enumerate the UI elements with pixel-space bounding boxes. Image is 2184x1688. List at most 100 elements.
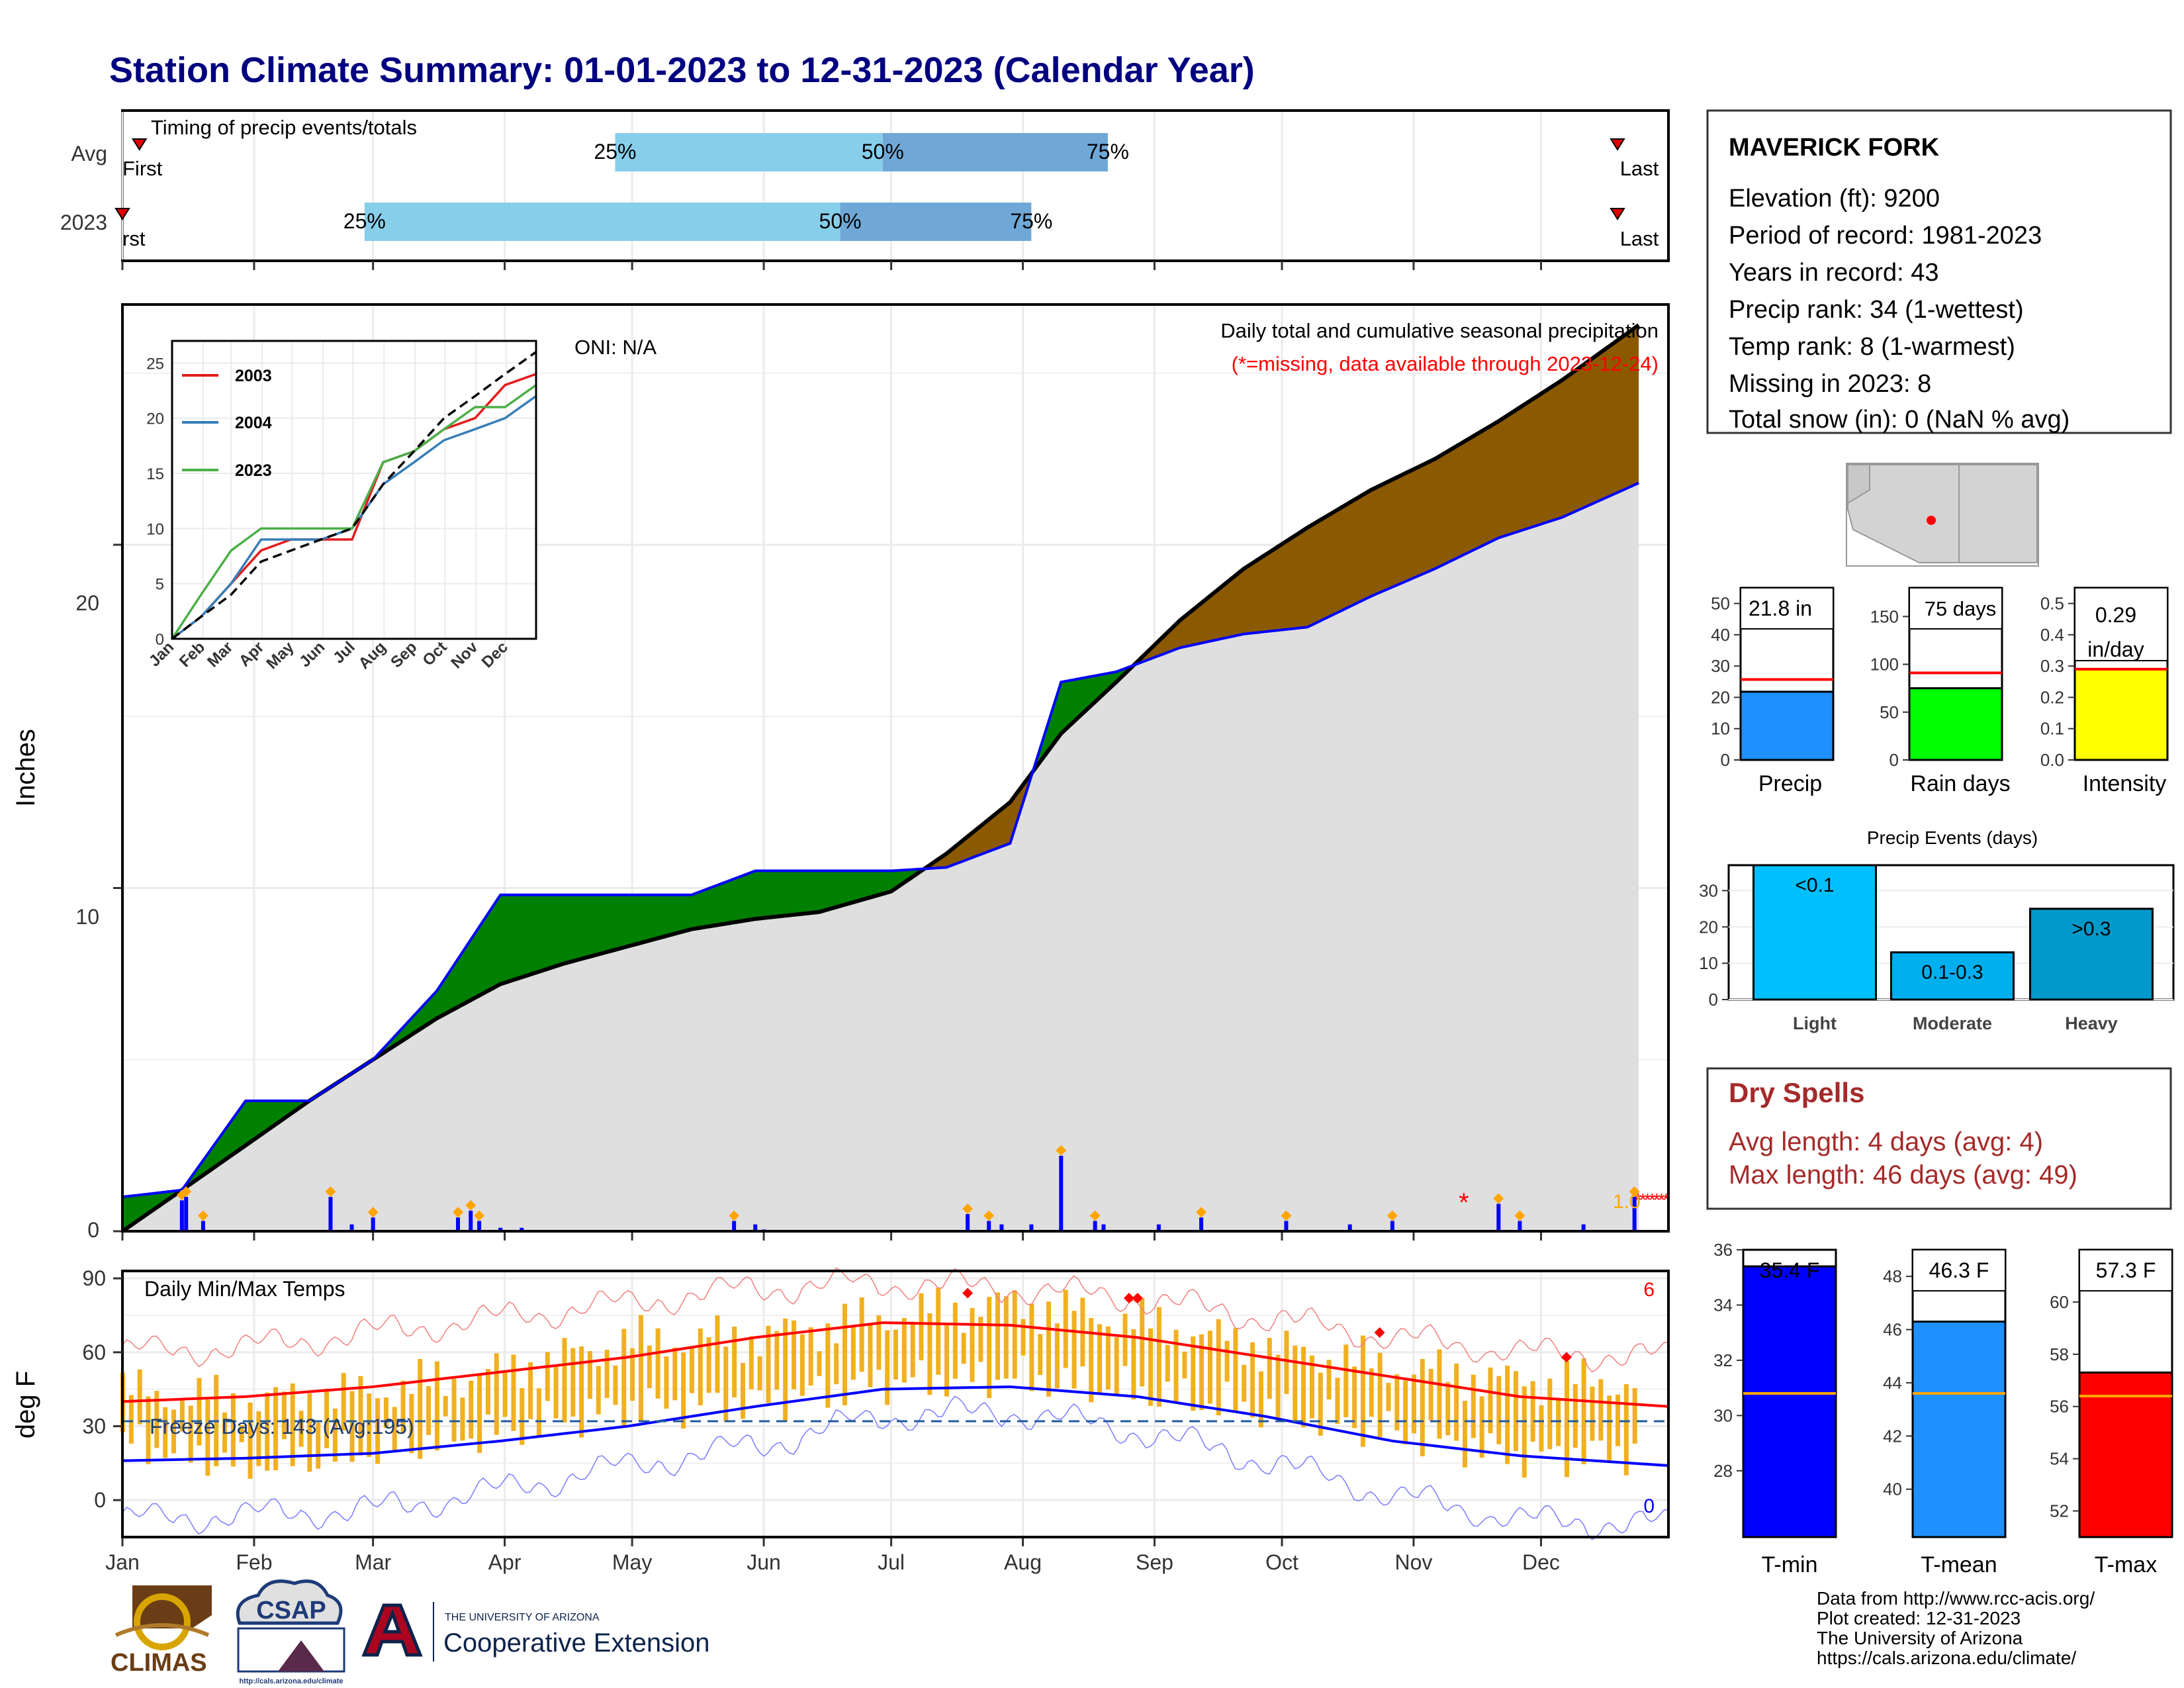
daily-temp-bar <box>273 1387 279 1471</box>
temp-summary-ytick-2-4: 60 <box>2050 1292 2069 1312</box>
month-label-Dec: Dec <box>1522 1550 1560 1574</box>
timing-bar-q2-q3-1 <box>840 203 1032 241</box>
temp-frame <box>121 1270 1670 1538</box>
month-label-Apr: Apr <box>488 1550 522 1574</box>
daily-temp-bar <box>137 1369 142 1425</box>
daily-temp-bar <box>868 1323 873 1387</box>
daily-precip-bar <box>1199 1217 1204 1231</box>
daily-precip-bar <box>1093 1221 1097 1231</box>
intensity-chart: Intensity 0.0 0.1 0.2 0.3 0.4 0.5 0.29 in/day <box>2040 586 2169 796</box>
daily-temp-bar <box>1522 1386 1527 1478</box>
daily-precip-bar <box>455 1217 460 1231</box>
month-label-Jan: Jan <box>105 1550 140 1574</box>
daily-temp-bar <box>740 1362 745 1419</box>
daily-temp-bar <box>469 1380 474 1439</box>
daily-temp-bar <box>799 1334 805 1396</box>
heavy-event-diamond <box>1196 1207 1207 1218</box>
precip-surplus-area <box>1035 661 1138 768</box>
temp-summary-ytick-0-2: 32 <box>1713 1350 1733 1370</box>
daily-temp-bar <box>630 1348 635 1401</box>
station-line-4: Precip rank: 34 (1-wettest) <box>1729 296 2024 324</box>
daily-temp-bar <box>1140 1297 1145 1387</box>
daily-temp-bar <box>757 1356 762 1391</box>
inset-ytick-5: 5 <box>156 576 164 594</box>
station-name: MAVERICK FORK <box>1729 134 1940 162</box>
daily-temp-bar <box>545 1352 550 1401</box>
temp-summary-ytick-0-3: 34 <box>1713 1295 1733 1315</box>
timing-panel: 25% 50% 75% 25% 50% 75% Timing of precip even… <box>60 109 1670 270</box>
summary-ytick-1-1: 50 <box>1880 702 1899 722</box>
timing-last-2023: Last <box>1620 227 1659 250</box>
summary-ytick-0-5: 50 <box>1711 594 1730 614</box>
daily-precip-bar <box>371 1217 375 1231</box>
summary-bar-2 <box>2073 668 2169 761</box>
daily-temp-bar <box>1267 1338 1272 1399</box>
new-mexico-shape <box>1958 464 2038 563</box>
missing-day-marker: * <box>1639 1190 1647 1210</box>
events-plot: 0 10 20 30 <0.1 0.1-0.3 >0.3 <box>1699 864 2175 1009</box>
daily-temp-bar <box>392 1407 397 1452</box>
legend-label-2023: 2023 <box>235 461 272 480</box>
daily-precip-bar <box>328 1197 333 1231</box>
heavy-event-diamond <box>1089 1210 1101 1221</box>
events-ytick-3: 30 <box>1699 880 1718 900</box>
heavy-event-diamond <box>1281 1210 1292 1221</box>
missing-day-marker: * <box>1658 1190 1665 1210</box>
daily-temp-bar <box>1326 1360 1332 1400</box>
daily-temp-bar <box>349 1391 355 1462</box>
timing-bar-q1-q2-0 <box>615 133 883 171</box>
daily-temp-bar <box>1462 1401 1467 1468</box>
daily-temp-bar <box>893 1329 898 1380</box>
legend-label-2004: 2004 <box>235 414 272 432</box>
daily-temp-bar <box>587 1351 592 1399</box>
daily-temp-bar <box>817 1351 822 1376</box>
rain-days-value: 75 days <box>1925 597 1997 620</box>
daily-precip-bar <box>184 1197 189 1231</box>
ua-block-a-icon <box>361 1603 423 1657</box>
daily-temp-bar <box>1284 1331 1289 1394</box>
daily-temp-bar <box>1258 1371 1263 1428</box>
record-max-diamond <box>1374 1327 1385 1338</box>
summary-ytick-2-0: 0.0 <box>2040 750 2064 770</box>
daily-temp-bar <box>281 1391 287 1440</box>
summary-ytick-2-3: 0.3 <box>2040 656 2064 676</box>
first-event-marker-0 <box>131 138 148 151</box>
summary-ytick-2-1: 0.1 <box>2040 719 2064 739</box>
tmin-value: 35.4 F <box>1760 1258 1820 1282</box>
daily-temp-bar <box>188 1405 193 1463</box>
heavy-event-diamond <box>367 1207 379 1218</box>
daily-temp-bar <box>1590 1386 1595 1441</box>
precip-ytick-10: 10 <box>75 905 99 929</box>
daily-temp-bar <box>1148 1328 1154 1406</box>
daily-temp-bar <box>485 1368 490 1415</box>
daily-temp-bar <box>1623 1384 1629 1476</box>
daily-temp-bar <box>1428 1368 1433 1421</box>
daily-temp-bar <box>1547 1378 1553 1450</box>
daily-temp-bar <box>706 1337 711 1393</box>
footer: Data from http://www.rcc-acis.org/ Plot … <box>1817 1588 2095 1668</box>
daily-temp-bar <box>1420 1358 1425 1457</box>
daily-temp-bar <box>128 1395 134 1444</box>
summary-ytick-1-0: 0 <box>1889 750 1899 770</box>
daily-temp-bar <box>961 1333 966 1364</box>
summary-value-box-0 <box>1740 587 1834 630</box>
daily-temp-bar <box>256 1411 261 1466</box>
inset-background <box>172 341 536 639</box>
missing-day-marker: * <box>1644 1190 1651 1210</box>
dry-spells: Dry Spells Avg length: 4 days (avg: 4) M… <box>1706 1067 2172 1210</box>
summary-value-box-2 <box>2074 587 2168 661</box>
summary-ytick-0-1: 10 <box>1711 719 1730 739</box>
daily-temp-bar <box>1131 1329 1136 1400</box>
daily-temp-bar <box>197 1378 202 1446</box>
record-max-diamond <box>962 1288 974 1299</box>
temp-daily-bars <box>120 1288 1637 1479</box>
daily-temp-bar <box>1114 1337 1119 1396</box>
temp-summary-bar-2 <box>2078 1371 2173 1538</box>
daily-temp-bar <box>1207 1331 1212 1404</box>
temp-summary-bar-1 <box>1911 1321 2007 1538</box>
daily-precip-bar <box>1390 1221 1394 1231</box>
tmean-value: 46.3 F <box>1929 1258 1989 1282</box>
daily-temp-bar <box>265 1392 270 1471</box>
summary-ytick-0-0: 0 <box>1721 750 1730 770</box>
inset-ytick-25: 25 <box>146 355 164 373</box>
